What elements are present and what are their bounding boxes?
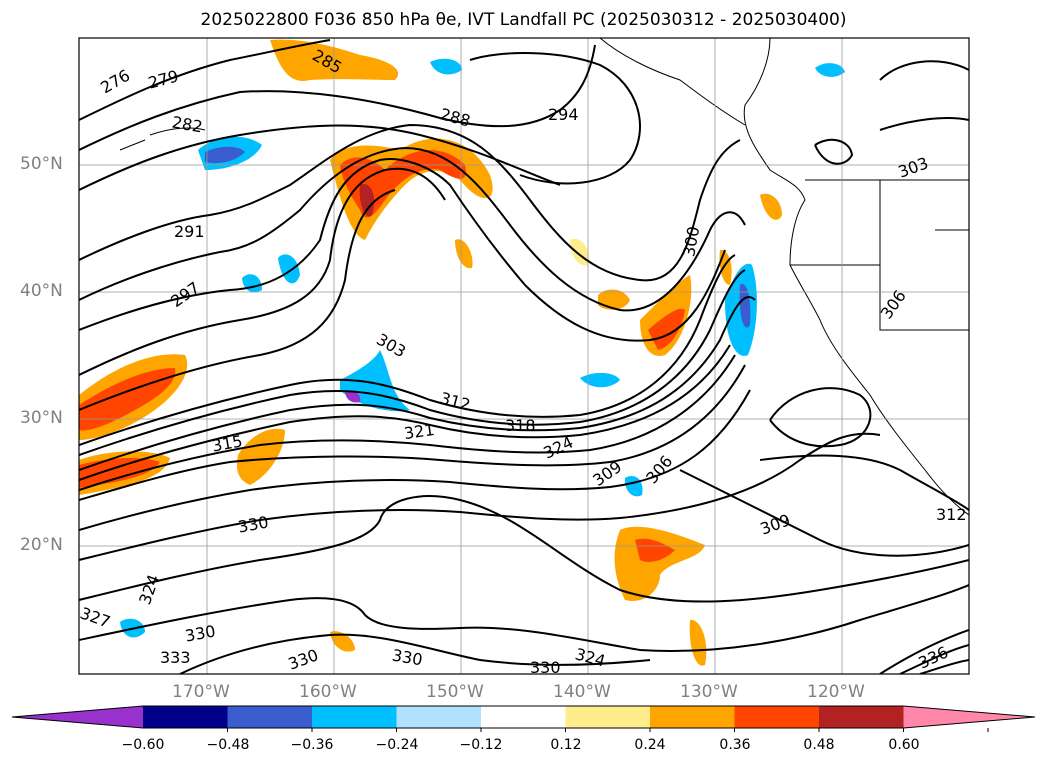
map-frame [78,37,970,675]
lon-tick-label: 170°W [172,682,230,702]
colorbar-segment [227,706,313,728]
negative-anomaly-region [345,390,361,403]
colorbar-segment [312,706,397,728]
negative-anomaly-region [739,284,751,328]
theta-e-contours [79,39,969,674]
positive-anomaly-region [648,308,685,350]
contour-label: 333 [160,648,191,667]
negative-anomaly-region [815,63,845,77]
colorbar-extend-min [12,706,143,728]
colorbar-segment [819,706,904,728]
colorbar-tick-label: 0.24 [634,737,666,753]
colorbar-segment [143,706,228,728]
lon-tick-label: 160°W [299,682,357,702]
colorbar-tick-label: 0.60 [888,737,920,753]
negative-anomaly-region [205,146,245,164]
colorbar-segment [481,706,566,728]
colorbar-tick-label: −0.24 [375,737,419,753]
negative-anomaly-region [430,58,462,75]
map-background [79,38,969,674]
contour-label: 318 [505,416,536,435]
figure-title: 2025022800 F036 850 hPa θe, IVT Landfall… [200,10,847,30]
positive-anomaly-region [760,193,782,220]
colorbar-tick-label: 0.48 [803,737,835,753]
contour-label: 312 [936,505,967,524]
colorbar-tick-label: −0.36 [290,737,334,753]
contour-label: 330 [530,658,561,677]
lon-tick-label: 150°W [426,682,484,702]
colorbar-segment [565,706,651,728]
colorbar-segment [650,706,735,728]
positive-anomaly-region [635,538,675,562]
colorbar-outline [11,705,1036,729]
graticule [79,38,969,674]
colorbar-tick-label: −0.12 [459,737,503,753]
contour-label: 291 [174,222,205,241]
lat-tick-label: 30°N [20,408,63,428]
positive-anomaly-region [689,619,707,666]
contour-label: 294 [548,105,579,124]
positive-anomaly-region [598,289,630,310]
colorbar-tick-label: −0.48 [206,737,250,753]
positive-anomaly-region [330,631,355,652]
positive-anomaly-region [359,184,375,217]
colorbar-tick-label: −0.60 [121,737,165,753]
lat-tick-label: 20°N [20,535,63,555]
lon-tick-label: 120°W [807,682,865,702]
colorbar-segment [396,706,482,728]
positive-anomaly-region [79,458,160,488]
lat-tick-label: 50°N [20,154,63,174]
positive-anomaly-region [455,239,473,269]
lon-tick-label: 130°W [680,682,738,702]
colorbar-extend-max [903,706,1035,728]
colorbar-segment [734,706,820,728]
colorbar-tick-label: 0.36 [719,737,751,753]
colorbar [11,705,1036,732]
lon-tick-label: 140°W [553,682,611,702]
colorbar-tick-label: 0.12 [550,737,582,753]
lat-tick-label: 40°N [20,281,63,301]
coastlines [119,38,969,516]
negative-anomaly-region [580,372,620,388]
